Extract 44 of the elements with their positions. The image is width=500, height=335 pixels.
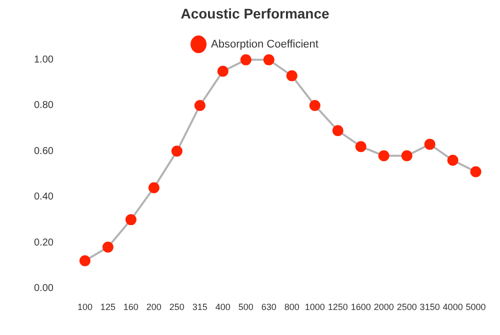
x-tick-label: 4000: [442, 302, 463, 312]
point: [355, 141, 366, 152]
point: [401, 150, 412, 162]
point: [79, 255, 90, 266]
x-tick-label: 1600: [350, 302, 371, 312]
x-tick-label: 2500: [396, 302, 417, 312]
y-tick-label: 0.00: [34, 282, 54, 294]
x-tick-label: 100: [77, 302, 92, 312]
point: [447, 154, 458, 166]
y-tick-label: 0.80: [34, 100, 54, 112]
x-tick-label: 200: [146, 302, 162, 312]
y-tick-label: 0.20: [34, 237, 54, 248]
x-tick-label: 1250: [328, 302, 348, 312]
x-tick-label: 400: [215, 302, 230, 312]
point: [309, 100, 320, 111]
legend-label: Absorption Coefficient: [211, 38, 318, 50]
x-tick-label: 500: [238, 302, 254, 312]
chart-title: Acoustic Performance: [180, 5, 330, 22]
x-tick-label: 1000: [304, 302, 325, 312]
y-tick-label: 0.60: [34, 146, 54, 157]
x-tick-label: 125: [100, 302, 116, 312]
x-tick-label: 3150: [420, 302, 440, 312]
point: [171, 146, 182, 157]
point: [378, 150, 390, 162]
point: [332, 125, 344, 136]
x-tick-label: 800: [284, 302, 300, 312]
y-tick-label: 1.00: [34, 54, 54, 66]
y-tick-label: 0.40: [34, 192, 54, 203]
x-tick-label: 250: [169, 302, 184, 312]
point: [102, 242, 114, 253]
point: [424, 138, 436, 150]
x-tick-label: 160: [123, 302, 138, 312]
x-tick-label: 2000: [374, 302, 394, 312]
point: [125, 214, 136, 226]
point: [470, 166, 482, 178]
point: [148, 182, 160, 194]
point: [217, 66, 228, 77]
point: [263, 54, 274, 66]
x-tick-label: 315: [192, 302, 208, 312]
point: [286, 70, 298, 82]
x-tick-label: 630: [261, 302, 276, 312]
point: [240, 54, 252, 66]
x-tick-label: 5000: [466, 302, 486, 312]
point: [194, 100, 206, 111]
